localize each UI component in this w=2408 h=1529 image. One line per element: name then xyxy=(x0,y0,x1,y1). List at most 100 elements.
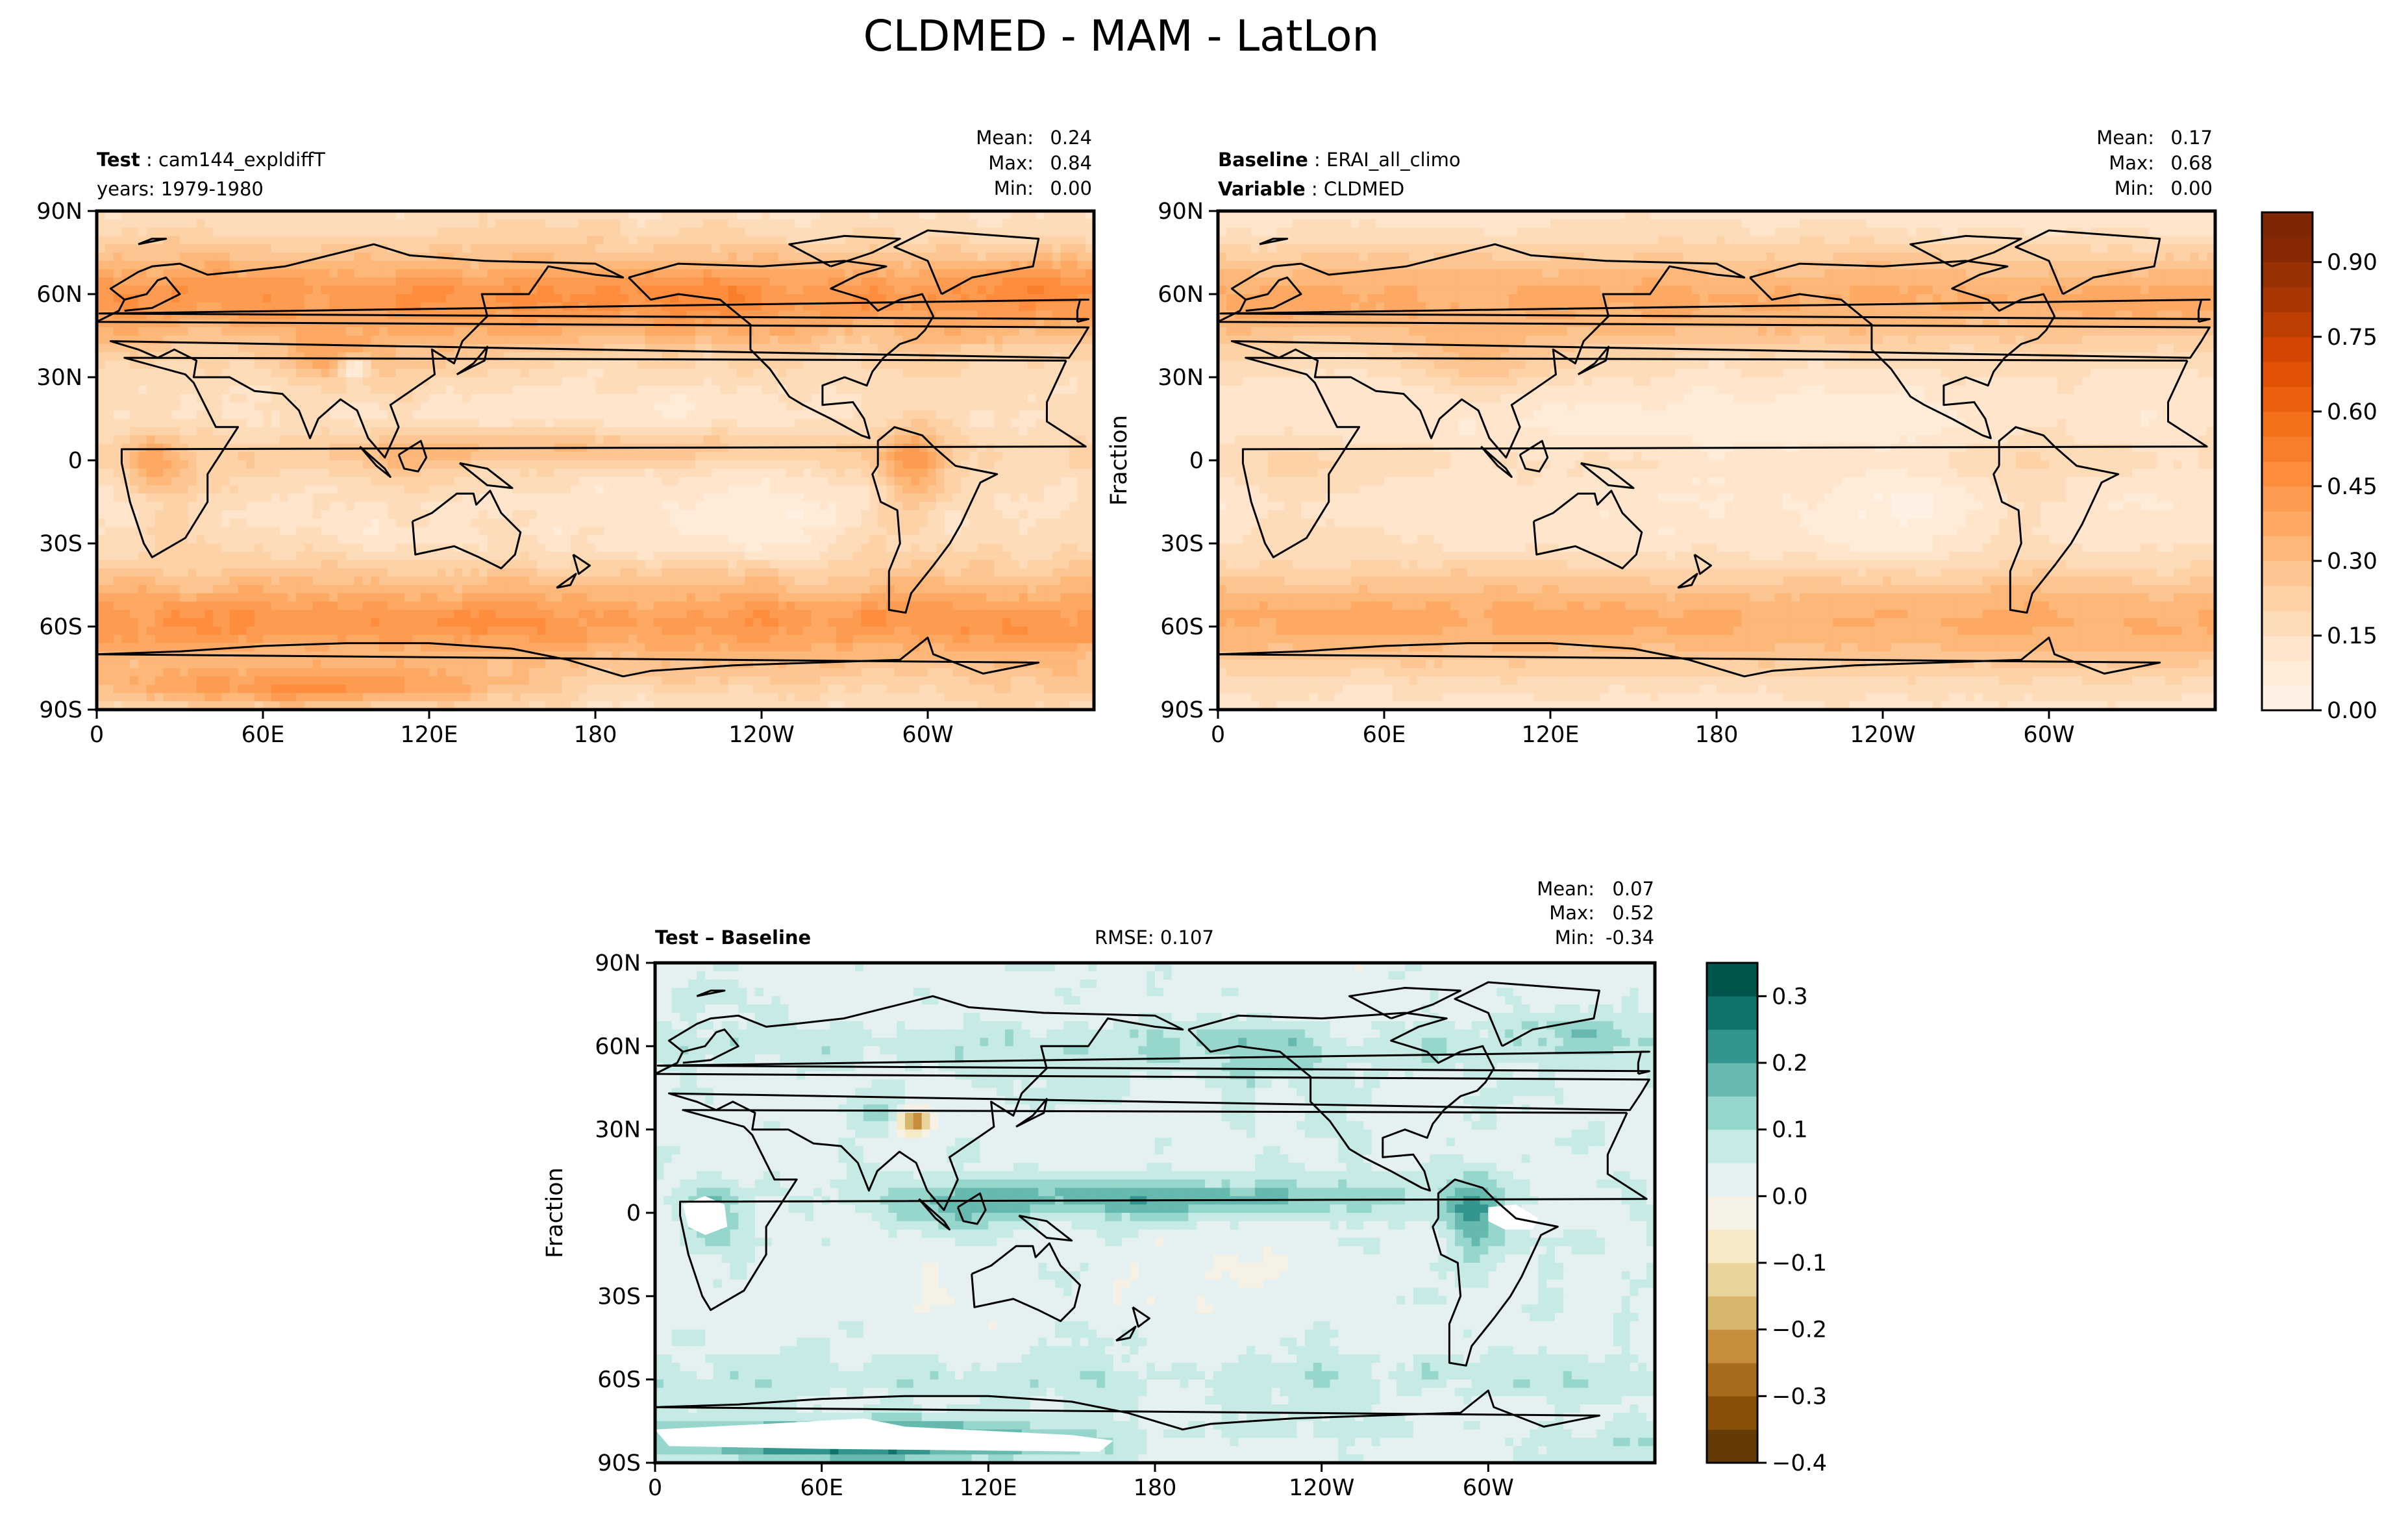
map-cell xyxy=(587,435,596,444)
map-cell xyxy=(928,427,937,436)
map-cell xyxy=(753,510,762,519)
map-cell xyxy=(678,377,688,386)
map-cell xyxy=(412,460,421,469)
map-cell xyxy=(520,385,530,395)
map-cell xyxy=(628,435,638,444)
map-cell xyxy=(670,543,679,553)
map-cell xyxy=(911,219,920,229)
map-cell xyxy=(279,377,288,386)
map-cell xyxy=(628,377,638,386)
map-cell xyxy=(712,360,721,369)
map-cell xyxy=(662,518,671,527)
map-cell xyxy=(645,369,654,378)
map-cell xyxy=(504,360,513,369)
map-cell xyxy=(803,302,812,312)
map-cell xyxy=(678,510,688,519)
map-cell xyxy=(662,269,671,278)
map-cell xyxy=(928,286,937,295)
map-cell xyxy=(1077,452,1086,461)
map-cell xyxy=(121,211,130,220)
map-cell xyxy=(1036,527,1045,536)
map-cell xyxy=(155,419,164,428)
map-cell xyxy=(437,427,447,436)
map-cell xyxy=(545,402,554,411)
map-cell xyxy=(603,327,613,336)
map-cell xyxy=(205,535,214,544)
map-cell xyxy=(454,419,463,428)
map-cell xyxy=(1027,527,1036,536)
map-cell xyxy=(861,518,870,527)
map-cell xyxy=(769,543,779,553)
map-cell xyxy=(288,302,297,312)
map-cell xyxy=(421,360,430,369)
map-cell xyxy=(404,419,413,428)
map-cell xyxy=(645,410,654,419)
map-cell xyxy=(263,477,272,486)
map-cell xyxy=(1027,485,1036,494)
map-cell xyxy=(936,477,945,486)
map-cell xyxy=(886,360,895,369)
map-cell xyxy=(429,493,438,503)
map-cell xyxy=(728,410,738,419)
map-cell xyxy=(578,402,588,411)
map-cell xyxy=(354,427,364,436)
map-cell xyxy=(653,227,662,236)
map-cell xyxy=(1052,302,1061,312)
map-cell xyxy=(1027,343,1036,353)
map-cell xyxy=(902,393,912,403)
map-cell xyxy=(819,277,828,286)
map-cell xyxy=(695,393,704,403)
map-cell xyxy=(911,377,920,386)
map-cell xyxy=(354,260,364,270)
map-cell xyxy=(1036,543,1045,553)
map-cell xyxy=(845,410,854,419)
map-cell xyxy=(421,294,430,303)
map-cell xyxy=(852,419,862,428)
map-cell xyxy=(288,468,297,478)
map-cell xyxy=(512,468,521,478)
map-cell xyxy=(845,510,854,519)
map-cell xyxy=(504,219,513,229)
map-cell xyxy=(196,294,205,303)
map-cell xyxy=(462,518,471,527)
map-cell xyxy=(304,244,314,253)
map-cell xyxy=(728,493,738,503)
map-cell xyxy=(952,443,962,453)
map-cell xyxy=(778,402,787,411)
map-cell xyxy=(911,443,920,453)
map-cell xyxy=(828,510,837,519)
map-cell xyxy=(113,402,122,411)
map-cell xyxy=(612,385,621,395)
map-cell xyxy=(279,410,288,419)
map-cell xyxy=(720,435,729,444)
map-cell xyxy=(512,336,521,345)
map-cell xyxy=(221,211,230,220)
map-cell xyxy=(1044,518,1053,527)
map-cell xyxy=(146,510,156,519)
map-cell xyxy=(395,435,405,444)
map-cell xyxy=(653,369,662,378)
map-cell xyxy=(130,435,139,444)
map-cell xyxy=(795,518,804,527)
map-cell xyxy=(130,260,139,270)
map-cell xyxy=(745,336,754,345)
map-cell xyxy=(786,402,795,411)
map-cell xyxy=(1036,502,1045,511)
map-cell xyxy=(678,527,688,536)
map-cell xyxy=(371,260,380,270)
map-cell xyxy=(986,393,995,403)
map-cell xyxy=(670,510,679,519)
map-cell xyxy=(736,493,745,503)
map-cell xyxy=(894,377,904,386)
map-cell xyxy=(196,435,205,444)
map-cell xyxy=(238,527,247,536)
map-cell xyxy=(753,543,762,553)
map-cell xyxy=(1019,277,1028,286)
map-cell xyxy=(762,269,771,278)
map-cell xyxy=(155,535,164,544)
map-cell xyxy=(371,518,380,527)
map-cell xyxy=(869,419,878,428)
map-cell xyxy=(578,253,588,262)
map-cell xyxy=(296,277,305,286)
map-cell xyxy=(221,286,230,295)
